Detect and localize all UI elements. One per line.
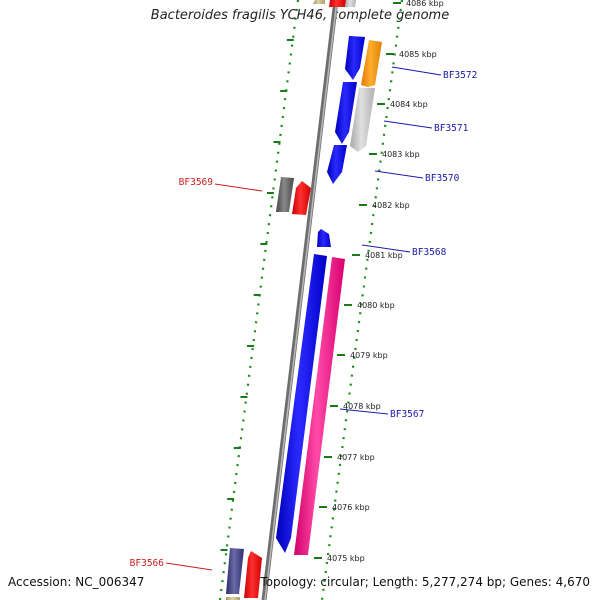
kbp-tick-label: 4078 kbp [343, 402, 381, 411]
genome-title: Bacteroides fragilis YCH46, complete gen… [150, 8, 450, 23]
kbp-tick-label: 4082 kbp [372, 201, 410, 210]
gene-label-bf3571[interactable]: BF3571 [434, 123, 469, 134]
genome-backbone-highlight [264, 0, 338, 600]
gene-red-top [329, 0, 346, 7]
gene-labels: BF3572 BF3571 BF3570 BF3569 BF3568 BF3567 BF35… [130, 66, 477, 571]
gene-label-leader [165, 562, 213, 571]
gene-label-leader [374, 170, 424, 179]
kbp-tick-label: 4079 kbp [350, 351, 388, 360]
gene-label-leader [214, 183, 263, 192]
gene-blue-2 [335, 82, 357, 144]
kbp-tick-label: 4076 kbp [332, 503, 370, 512]
left-tick-marks [220, 39, 294, 551]
gene-orange-1 [361, 40, 382, 87]
gene-label-leader [361, 244, 411, 253]
gene-grey-2 [350, 88, 375, 152]
gene-tan-bottom [226, 597, 240, 600]
gene-red-1 [292, 181, 311, 215]
gene-label-bf3572[interactable]: BF3572 [443, 70, 477, 81]
kbp-tick-label: 4085 kbp [399, 50, 437, 59]
gene-label-leader [391, 66, 442, 76]
gene-blue-long [276, 254, 327, 553]
gene-label-bf3569[interactable]: BF3569 [179, 177, 214, 188]
gene-label-leader [339, 408, 389, 415]
kbp-tick-label: 4086 kbp [406, 0, 444, 8]
gene-label-bf3567[interactable]: BF3567 [390, 409, 424, 420]
kbp-tick-label: 4075 kbp [327, 554, 365, 563]
gene-blue-3 [327, 145, 347, 184]
gene-blue-4 [317, 229, 331, 247]
gene-label-leader [383, 120, 433, 129]
accession-text: Accession: NC_006347 [8, 575, 145, 589]
gene-blue-1 [345, 36, 365, 80]
kbp-scale: 4086 kbp 4085 kbp 4084 kbp 4083 kbp 4082 kbp… [314, 0, 444, 563]
kbp-tick-label: 4077 kbp [337, 453, 375, 462]
gene-label-bf3570[interactable]: BF3570 [425, 173, 460, 184]
gene-tan-top [313, 0, 325, 4]
kbp-tick-label: 4081 kbp [365, 251, 403, 260]
right-dotted-guide [320, 0, 404, 600]
gene-dark-grey-1 [276, 177, 294, 212]
gene-pink-long [294, 257, 345, 555]
genome-backbone [261, 0, 339, 600]
gene-red-2 [244, 551, 262, 598]
topology-text: Topology: circular; Length: 5,277,274 bp… [260, 575, 590, 589]
kbp-tick-label: 4083 kbp [382, 150, 420, 159]
kbp-tick-label: 4080 kbp [357, 301, 395, 310]
gene-navy-1 [226, 548, 244, 594]
gene-grey-top [345, 0, 356, 7]
gene-label-bf3566[interactable]: BF3566 [130, 558, 165, 569]
kbp-tick-label: 4084 kbp [390, 100, 428, 109]
gene-label-bf3568[interactable]: BF3568 [412, 247, 447, 258]
